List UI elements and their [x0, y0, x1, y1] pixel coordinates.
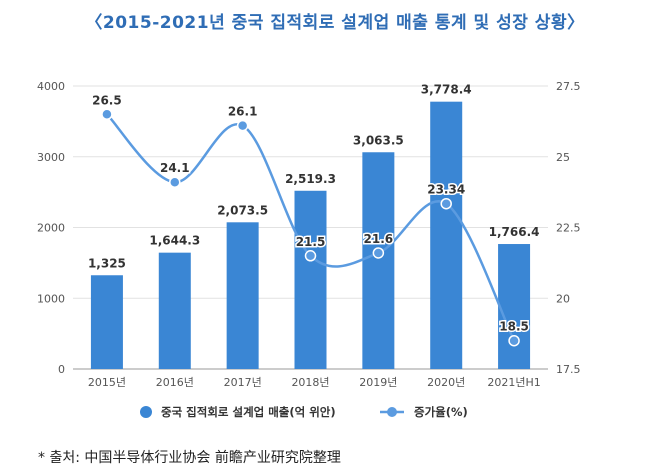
left-axis: 0 1000 2000 3000 4000: [37, 80, 65, 376]
bar-data-label: 1,325: [88, 256, 126, 270]
source-note: * 출처: 中国半导体行业协会 前瞻产业研究院整理: [38, 450, 341, 466]
bar-data-label: 2,519.3: [285, 172, 336, 186]
right-axis-tick-label: 27.5: [556, 80, 581, 93]
x-axis-tick-label: 2021년H1: [487, 376, 540, 389]
bar: [158, 252, 191, 369]
left-axis-tick-label: 0: [58, 363, 65, 376]
line-point: [440, 197, 452, 210]
line-point: [508, 334, 520, 347]
bar: [498, 244, 531, 369]
bar: [294, 190, 327, 369]
bar: [90, 275, 123, 369]
bar: [226, 222, 259, 369]
bar-series: [90, 101, 531, 370]
left-axis-tick-label: 3000: [37, 151, 65, 164]
legend-bar-marker-icon: [140, 406, 152, 418]
x-axis-tick-label: 2019년: [359, 376, 397, 389]
chart-title: 〈2015-2021년 중국 집적회로 설계업 매출 통계 및 성장 상황〉: [85, 13, 585, 33]
x-axis: 2015년 2016년 2017년 2018년 2019년 2020년 2021년H1: [88, 376, 541, 389]
legend-line-label: 증가율(%): [414, 405, 468, 419]
left-axis-tick-label: 2000: [37, 222, 65, 235]
legend: 중국 집적회로 설계업 매출(억 위안) 증가율(%): [140, 405, 468, 419]
bar-data-label: 1,644.3: [149, 234, 200, 248]
bar-data-labels: 1,325 1,644.3 2,073.5 2,519.3 3,063.5 3,778.4…: [88, 83, 540, 271]
line-data-label: 21.5: [296, 235, 326, 249]
right-axis-tick-label: 25: [556, 151, 570, 164]
x-axis-tick-label: 2020년: [427, 376, 465, 389]
line-data-label: 24.1: [160, 161, 190, 175]
line-data-label: 18.5: [499, 320, 529, 334]
line-data-label: 23.34: [427, 183, 465, 197]
legend-bar-label: 중국 집적회로 설계업 매출(억 위안): [161, 405, 336, 419]
x-axis-tick-label: 2016년: [156, 376, 194, 389]
x-axis-tick-label: 2015년: [88, 376, 126, 389]
bar-data-label: 3,778.4: [421, 83, 472, 97]
line-point: [304, 250, 317, 262]
line-point: [101, 108, 113, 121]
line-data-label: 21.6: [364, 232, 394, 246]
bar: [362, 152, 395, 369]
bar-data-label: 1,766.4: [489, 225, 540, 239]
x-axis-tick-label: 2018년: [291, 376, 329, 389]
line-point: [372, 247, 385, 259]
line-point: [169, 176, 181, 188]
right-axis-tick-label: 22.5: [556, 222, 581, 235]
left-axis-tick-label: 1000: [37, 292, 65, 305]
x-axis-tick-label: 2017년: [224, 376, 262, 389]
bar-data-label: 2,073.5: [217, 203, 268, 217]
growth-line-series: 26.5 24.1 26.1 21.5 21.6 23.34 18.5: [91, 92, 530, 347]
line-data-label: 26.1: [228, 105, 258, 119]
bar: [430, 101, 463, 370]
bar-data-label: 3,063.5: [353, 133, 404, 147]
line-point: [236, 119, 249, 132]
right-axis-tick-label: 17.5: [556, 363, 581, 376]
right-axis-tick-label: 20: [556, 292, 570, 305]
legend-line-dot-icon: [387, 407, 397, 417]
line-data-label: 26.5: [92, 93, 122, 107]
left-axis-tick-label: 4000: [37, 80, 65, 93]
right-axis: 17.5 20 22.5 25 27.5: [556, 80, 581, 376]
